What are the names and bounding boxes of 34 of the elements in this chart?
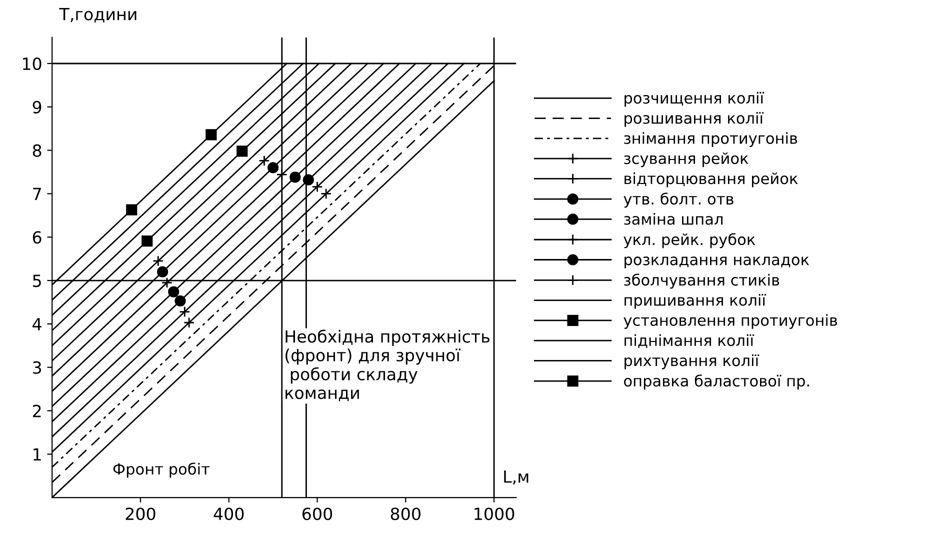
legend-label: знімання протиугонів <box>624 132 798 147</box>
legend-label: розчищення колії <box>624 92 764 107</box>
y-tick-label: 9 <box>32 100 42 114</box>
legend-label: рихтування колії <box>624 354 760 370</box>
legend-label: відторцювання рейок <box>624 172 798 188</box>
legend-label: піднімання колії <box>624 334 754 348</box>
legend-label: пришивання колії <box>624 294 766 309</box>
legend-label: розшивання колії <box>624 112 764 127</box>
legend-label: оправка баластової пр. <box>624 374 809 390</box>
x-tick-label: 200 <box>126 508 156 520</box>
y-tick-label: 6 <box>32 231 42 244</box>
y-tick-label: 3 <box>33 361 42 374</box>
legend-label: установлення протиугонів <box>624 314 838 329</box>
legend-label: зсування рейок <box>624 152 748 168</box>
y-tick-label: 5 <box>33 274 41 288</box>
legend-label: розкладання накладок <box>624 256 810 268</box>
x-tick-label: 1000 <box>474 508 514 520</box>
y-axis-title: T,години <box>59 8 136 22</box>
y-tick-label: 8 <box>32 144 42 157</box>
y-tick-label: 7 <box>33 188 41 200</box>
legend-label: заміна шпал <box>624 212 722 225</box>
legend-label: зболчування стиків <box>624 274 780 289</box>
y-tick-label: 4 <box>32 318 42 330</box>
y-tick-label: 10 <box>22 57 42 70</box>
legend-label: укл. рейк. рубок <box>624 233 756 248</box>
annotation: Фронт робіт <box>113 462 210 478</box>
legend-label: утв. болт. отв <box>624 192 734 208</box>
x-tick-label: 800 <box>390 508 420 520</box>
y-tick-label: 2 <box>32 404 41 418</box>
x-axis-title: L,м <box>504 470 528 485</box>
y-tick-label: 1 <box>34 448 41 460</box>
annotation: Необхідна протяжність (фронт) для зручної роботи складу команди <box>286 330 490 402</box>
x-tick-label: 400 <box>214 508 244 520</box>
x-tick-label: 600 <box>302 508 332 520</box>
